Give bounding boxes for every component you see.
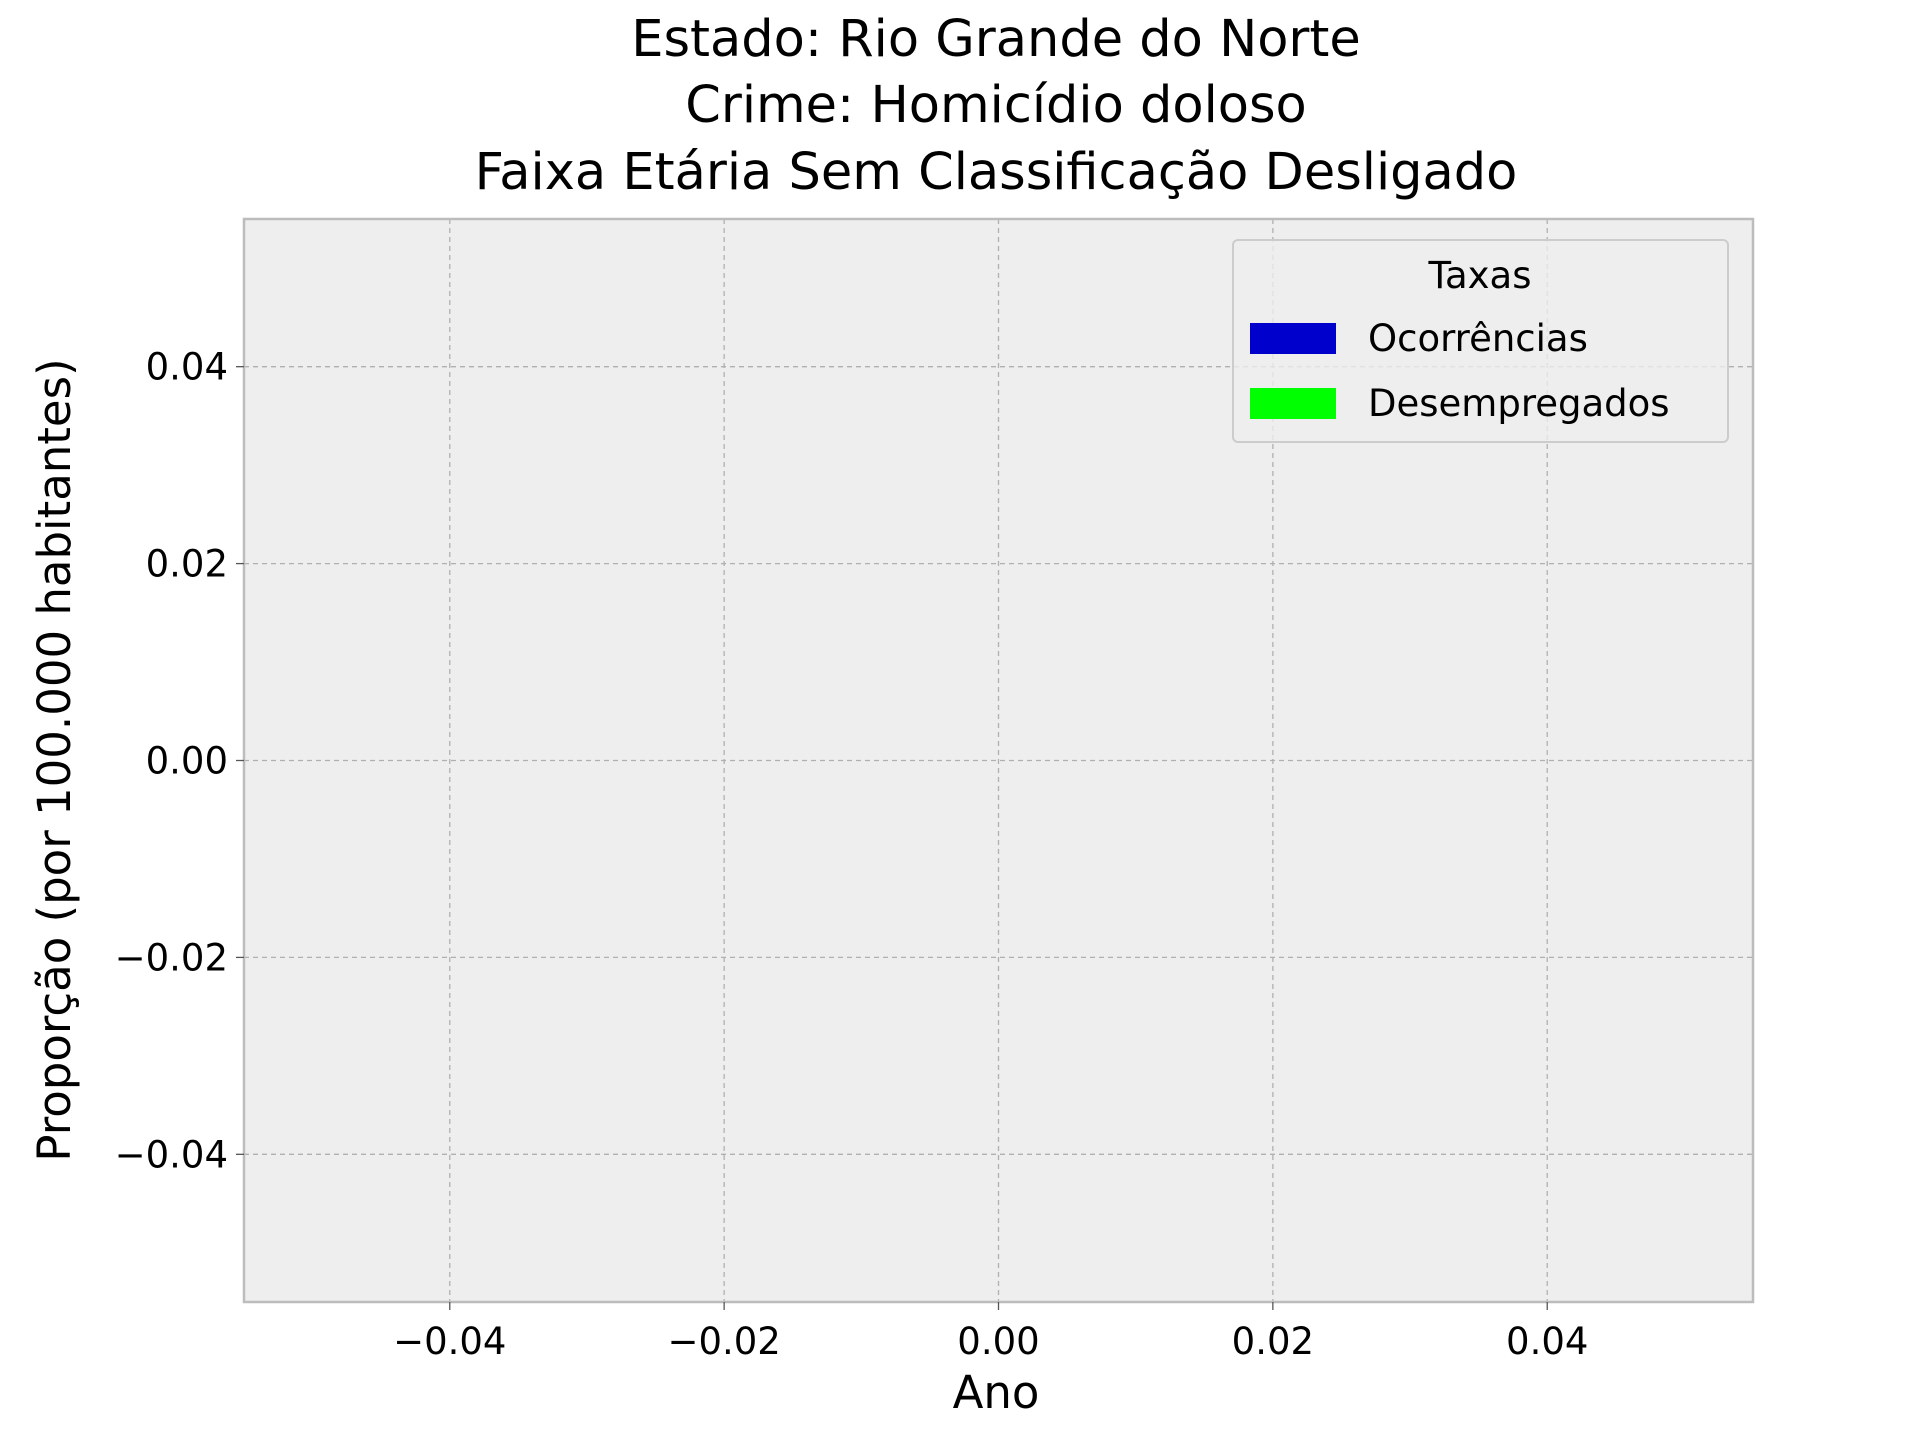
legend-title: Taxas: [1428, 254, 1532, 297]
y-tick-label-4: 0.04: [146, 346, 228, 389]
y-axis: −0.04 −0.02 0.00 0.02 0.04: [115, 346, 244, 1176]
x-tick-label-3: 0.02: [1232, 1320, 1314, 1363]
x-axis-label: Ano: [953, 1366, 1040, 1419]
legend: Taxas Ocorrências Desempregados: [1232, 239, 1729, 443]
y-tick-label-2: 0.00: [146, 740, 228, 783]
y-axis-label: Proporção (por 100.000 habitantes): [28, 358, 81, 1161]
x-axis: −0.04 −0.02 0.00 0.02 0.04: [393, 1302, 1588, 1363]
legend-swatch-desempregados: [1250, 388, 1336, 419]
x-tick-label-2: 0.00: [957, 1320, 1039, 1363]
x-tick-label-1: −0.02: [667, 1320, 780, 1363]
legend-label-ocorrencias: Ocorrências: [1368, 317, 1588, 360]
y-tick-label-1: −0.02: [115, 936, 228, 979]
chart-title: Estado: Rio Grande do Norte Crime: Homic…: [475, 10, 1518, 202]
y-tick-label-0: −0.04: [115, 1133, 228, 1176]
legend-box: [1232, 239, 1729, 443]
title-line-3: Faixa Etária Sem Classificação Desligado: [475, 143, 1518, 202]
title-line-2: Crime: Homicídio doloso: [685, 76, 1307, 135]
x-tick-label-0: −0.04: [393, 1320, 506, 1363]
title-line-1: Estado: Rio Grande do Norte: [631, 10, 1361, 69]
y-tick-label-3: 0.02: [146, 543, 228, 586]
legend-swatch-ocorrencias: [1250, 323, 1336, 354]
x-tick-label-4: 0.04: [1506, 1320, 1588, 1363]
legend-label-desempregados: Desempregados: [1368, 382, 1670, 425]
